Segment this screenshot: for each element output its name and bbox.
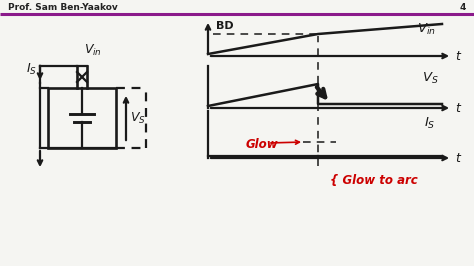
Text: $V_{in}$: $V_{in}$	[417, 22, 436, 37]
Text: t: t	[455, 51, 460, 64]
Text: $V_{in}$: $V_{in}$	[84, 43, 102, 58]
Text: t: t	[455, 102, 460, 115]
Text: $V_S$: $V_S$	[422, 71, 438, 86]
Text: $I_S$: $I_S$	[424, 116, 436, 131]
Bar	[48, 88, 116, 148]
Text: { Glow to arc: { Glow to arc	[330, 173, 418, 186]
Text: $V_S$: $V_S$	[130, 110, 146, 126]
Text: t: t	[455, 152, 460, 165]
Text: Glow: Glow	[246, 138, 279, 151]
Text: Prof. Sam Ben-Yaakov: Prof. Sam Ben-Yaakov	[8, 3, 118, 13]
Text: BD: BD	[216, 21, 234, 31]
Text: $I_S$: $I_S$	[26, 61, 37, 77]
Text: 4: 4	[460, 3, 466, 13]
